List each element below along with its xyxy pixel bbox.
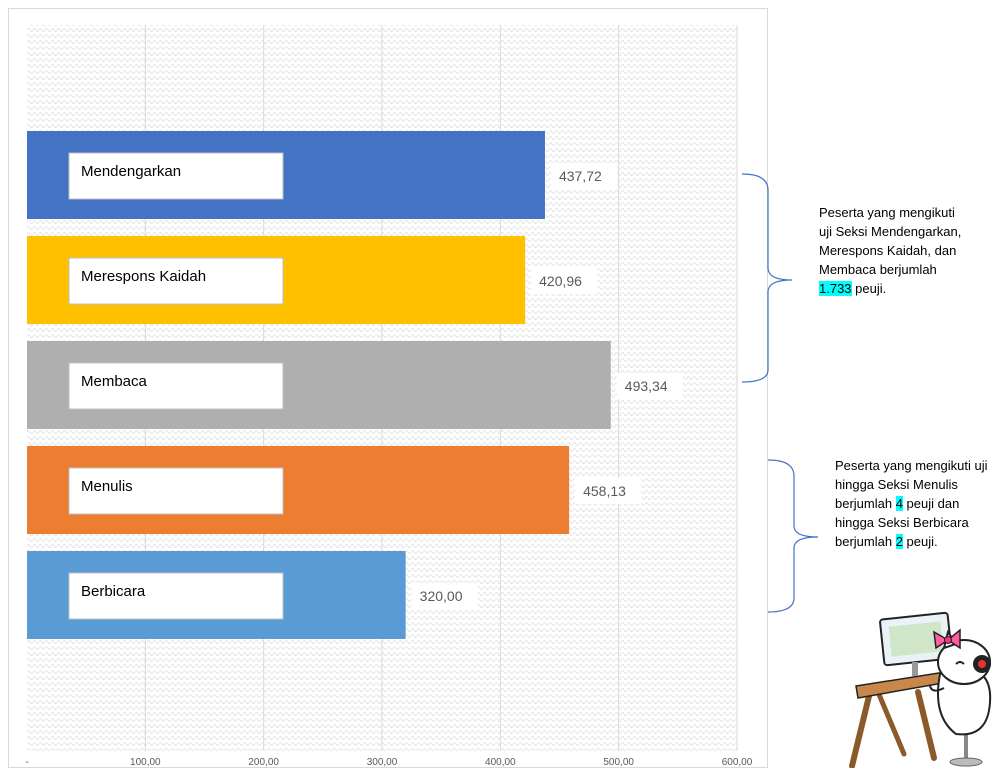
- category-label: Menulis: [81, 478, 133, 495]
- annotation-group2-middle: peuji dan hingga Seksi Berbicara berjuml…: [835, 496, 969, 549]
- annotation-group2-highlight-2: 2: [895, 534, 903, 549]
- annotation-group2-highlight-1: 4: [895, 496, 903, 511]
- value-label: 493,34: [625, 378, 668, 394]
- x-tick-label: 600,00: [722, 757, 753, 768]
- value-label-bg: [575, 478, 642, 504]
- category-label: Berbicara: [81, 583, 146, 600]
- cat-mascot-at-desk-icon: [849, 611, 992, 768]
- value-label: 420,96: [539, 273, 582, 289]
- value-label: 437,72: [559, 168, 602, 184]
- value-label: 320,00: [420, 588, 463, 604]
- chart-frame: Mendengarkan 437,72 Merespons Kaidah 420,96…: [8, 8, 768, 768]
- bar-label-box: [68, 362, 284, 410]
- category-label: Membaca: [81, 373, 148, 390]
- value-label-bg: [531, 268, 598, 294]
- bar-label-box: [68, 467, 284, 515]
- x-tick-label: 200,00: [248, 757, 279, 768]
- annotation-group2: Peserta yang mengikuti uji hingga Seksi …: [835, 456, 995, 551]
- category-label: Merespons Kaidah: [81, 268, 206, 285]
- annotation-group1: Peserta yang mengikuti uji Seksi Mendeng…: [819, 203, 969, 298]
- x-tick-label: 300,00: [367, 757, 398, 768]
- bar-chart: Mendengarkan 437,72 Merespons Kaidah 420,96…: [25, 25, 753, 768]
- annotation-group1-highlight: 1.733: [819, 281, 852, 296]
- bar-label-box: [68, 152, 284, 200]
- x-tick-label: 100,00: [130, 757, 161, 768]
- bracket-group2: [767, 459, 819, 613]
- bracket-group1: [741, 173, 793, 383]
- category-label: Mendengarkan: [81, 163, 181, 180]
- value-label: 458,13: [583, 483, 626, 499]
- value-label-bg: [550, 163, 617, 189]
- annotation-group2-tail: peuji.: [902, 534, 938, 549]
- bar-label-box: [68, 257, 284, 305]
- annotation-group1-text: Peserta yang mengikuti uji Seksi Mendeng…: [819, 205, 962, 277]
- value-label-bg: [616, 373, 683, 399]
- bar-label-box: [68, 572, 284, 620]
- value-label-bg: [411, 583, 478, 609]
- x-tick-label: -: [25, 757, 28, 768]
- annotation-group2-text: Peserta yang mengikuti uji hingga Seksi …: [835, 458, 988, 511]
- x-tick-label: 500,00: [603, 757, 634, 768]
- x-tick-label: 400,00: [485, 757, 516, 768]
- annotation-group1-tail: peuji.: [851, 281, 887, 296]
